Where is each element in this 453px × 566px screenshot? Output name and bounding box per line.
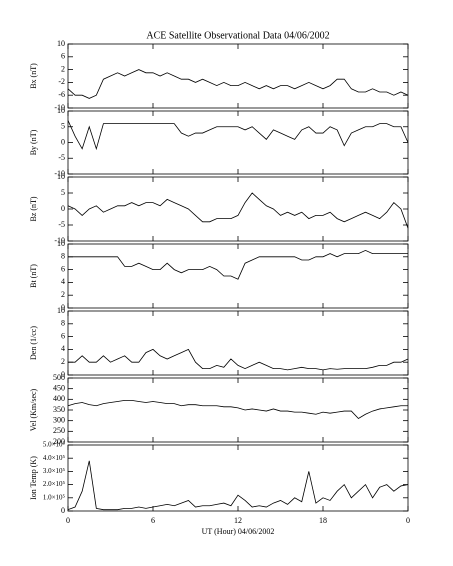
- y-tick-label: 0: [61, 370, 65, 379]
- data-line: [67, 460, 409, 511]
- y-tick-label: -5: [58, 220, 65, 229]
- y-tick-label: 8: [61, 252, 65, 261]
- y-axis-label: Den (1/cc): [29, 326, 38, 360]
- y-tick-label: 10: [57, 239, 65, 248]
- data-line: [67, 400, 408, 420]
- y-axis-label: By (nT): [29, 129, 38, 155]
- data-line: [67, 69, 409, 99]
- x-axis-label: UT (Hour) 04/06/2002: [202, 527, 275, 536]
- y-tick-label: 6: [61, 52, 65, 61]
- y-tick-label: -10: [54, 169, 65, 178]
- y-tick-label: 10: [57, 106, 65, 115]
- y-axis-label: Bz (nT): [29, 196, 38, 221]
- y-tick-label: 4: [61, 277, 65, 286]
- data-line: [68, 249, 408, 280]
- y-tick-label: 6: [61, 331, 65, 340]
- y-tick-label: -10: [54, 236, 65, 245]
- chart-title: ACE Satellite Observational Data 04/06/2…: [146, 30, 329, 41]
- y-tick-label: 0: [61, 137, 65, 146]
- y-tick-label: -10: [54, 103, 65, 112]
- y-tick-label: -5: [58, 153, 65, 162]
- y-tick-label: 500: [53, 373, 65, 382]
- y-tick-label: 4.0×10⁵: [43, 454, 66, 462]
- x-tick-label: 6: [151, 516, 155, 525]
- y-tick-label: 2: [61, 357, 65, 366]
- y-axis-label: Bx (nT): [29, 63, 38, 89]
- y-tick-label: -2: [58, 77, 65, 86]
- y-axis-label: Bt (nT): [29, 264, 38, 288]
- y-axis-label: Ion Temp (K): [29, 456, 38, 500]
- y-tick-label: 350: [53, 405, 65, 414]
- panel-frame: [67, 377, 409, 443]
- panel-frame: [67, 176, 409, 242]
- y-tick-label: 250: [53, 426, 65, 435]
- y-tick-label: 8: [61, 319, 65, 328]
- y-tick-label: -6: [58, 90, 65, 99]
- x-tick-label: 0: [406, 516, 410, 525]
- y-tick-label: 5.0×10⁵: [43, 441, 66, 449]
- y-tick-label: 5: [61, 188, 65, 197]
- y-tick-label: 2: [61, 290, 65, 299]
- y-tick-label: 450: [53, 383, 65, 392]
- y-axis-label: Vel (Km/sec): [29, 388, 38, 431]
- y-tick-label: 3.0×10⁵: [43, 467, 66, 475]
- x-tick-label: 18: [319, 516, 327, 525]
- y-tick-label: 0: [61, 204, 65, 213]
- x-tick-label: 0: [66, 516, 70, 525]
- data-line: [67, 192, 409, 229]
- panel-frame: [67, 110, 409, 175]
- y-tick-label: 0: [61, 303, 65, 312]
- y-tick-label: 200: [53, 437, 65, 446]
- panel-frame: [67, 444, 409, 512]
- y-tick-label: 1.0×10⁵: [43, 493, 66, 501]
- y-tick-label: 6: [61, 264, 65, 273]
- y-tick-label: 10: [57, 39, 65, 48]
- data-line: [68, 348, 409, 371]
- y-tick-label: 5: [61, 122, 65, 131]
- y-tick-label: 10: [57, 306, 65, 315]
- y-tick-label: 2: [61, 64, 65, 73]
- y-tick-label: 2.0×10⁵: [43, 480, 66, 488]
- x-tick-label: 12: [234, 516, 242, 525]
- panel-frame: [67, 43, 409, 109]
- y-tick-label: 0: [61, 506, 65, 515]
- data-line: [67, 120, 409, 151]
- y-tick-label: 300: [53, 415, 65, 424]
- y-tick-label: 400: [53, 394, 65, 403]
- y-tick-label: 4: [61, 344, 65, 353]
- y-tick-label: 10: [57, 172, 65, 181]
